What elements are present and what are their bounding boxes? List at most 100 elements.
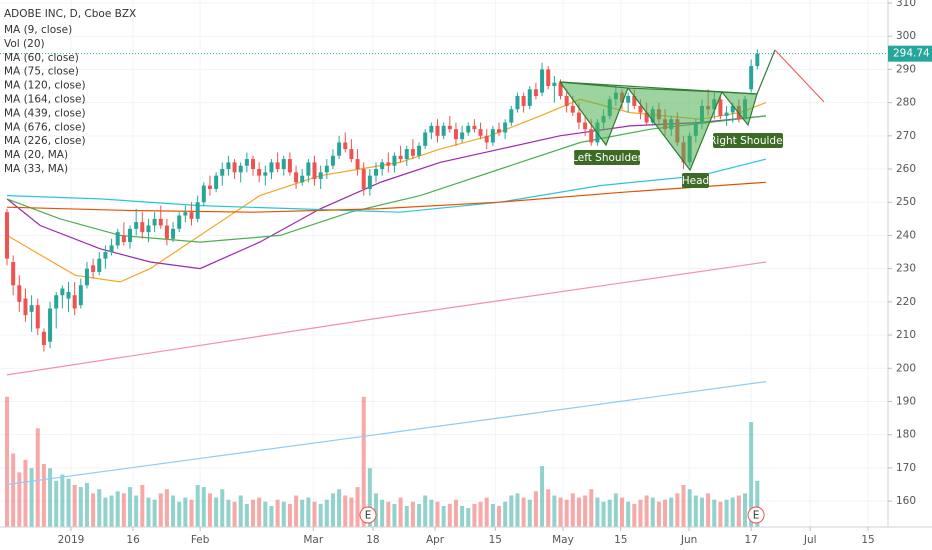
volume-bar: [644, 495, 649, 527]
candle-body: [29, 305, 34, 312]
volume-bar: [718, 501, 723, 527]
volume-bar: [11, 453, 16, 527]
volume-bar: [638, 499, 643, 527]
volume-bar: [669, 497, 674, 527]
volume-bar: [281, 501, 286, 527]
volume-bar: [214, 497, 219, 527]
volume-bar: [552, 495, 557, 527]
candle-body: [343, 142, 348, 150]
volume-bar: [251, 499, 256, 527]
candle-body: [324, 165, 329, 173]
volume-bar: [453, 499, 458, 527]
volume-bar: [478, 501, 483, 527]
candle-body: [558, 82, 563, 96]
volume-bar: [183, 497, 188, 527]
legend: ADOBE INC, D, Cboe BZX MA (9, close) Vol …: [4, 8, 136, 175]
pattern-drawing: Left Shoulder Head Right Shoulder: [558, 49, 825, 188]
volume-bar: [693, 495, 698, 527]
volume-bar: [128, 487, 133, 527]
candle-body: [447, 125, 452, 130]
y-tick-label: 170: [896, 462, 916, 474]
candle-body: [306, 162, 311, 176]
volume-bar: [398, 497, 403, 527]
candle-body: [472, 125, 477, 130]
candle-body: [294, 172, 299, 183]
volume-bar: [533, 491, 538, 527]
volume-bar: [576, 497, 581, 527]
candle-body: [121, 235, 126, 243]
moving-average: [6, 181, 766, 213]
candle-body: [97, 258, 102, 272]
chart-title: ADOBE INC, D, Cboe BZX: [4, 8, 136, 20]
volume-bar: [589, 489, 594, 527]
volume-bar: [318, 503, 323, 527]
volume-bar: [404, 506, 409, 527]
y-tick-label: 190: [896, 395, 916, 407]
candle-body: [533, 89, 538, 96]
candle-body: [546, 69, 551, 87]
candle-body: [214, 175, 219, 189]
volume-bar: [84, 482, 89, 527]
volume-bar: [687, 489, 692, 527]
candle-body: [478, 129, 483, 136]
head-shape: [626, 87, 723, 172]
volume-bar: [238, 495, 243, 527]
y-tick-label: 270: [896, 130, 916, 142]
volume-bar: [226, 499, 231, 527]
volume-bar: [509, 495, 514, 527]
candle-body: [429, 125, 434, 133]
volume-bar: [392, 503, 397, 527]
candle-body: [281, 159, 286, 170]
candle-body: [453, 129, 458, 140]
candle-body: [41, 331, 46, 346]
candle-body: [398, 155, 403, 160]
candle-body: [78, 285, 83, 306]
annotation: Head: [682, 175, 709, 187]
volume-bar: [349, 497, 354, 527]
candle-body: [527, 89, 532, 106]
volume-bar: [743, 493, 748, 527]
volume-bar: [460, 506, 465, 527]
volume-bar: [410, 501, 415, 527]
candle-body: [749, 66, 754, 90]
volume-bar: [546, 489, 551, 527]
volume-bar: [497, 506, 502, 527]
y-tick-label: 290: [896, 63, 916, 75]
candle-body: [638, 105, 643, 113]
candle-body: [417, 145, 422, 156]
volume-bar: [29, 468, 34, 527]
volume-bar: [558, 497, 563, 527]
volume-bar: [601, 501, 606, 527]
y-tick-label: 220: [896, 296, 916, 308]
candle-body: [287, 159, 292, 173]
volume-bar: [380, 499, 385, 527]
candle-body: [11, 262, 16, 286]
candle-body: [380, 162, 385, 170]
volume-bar: [109, 495, 114, 527]
volume-bar: [613, 493, 618, 527]
volume-bar: [367, 468, 372, 527]
candle-body: [755, 53, 760, 67]
volume-bar: [706, 493, 711, 527]
volume-bar: [275, 499, 280, 527]
candle-body: [576, 112, 581, 123]
candle-body: [312, 162, 317, 179]
candle-body: [521, 95, 526, 106]
indicator-label: MA (226, close): [4, 135, 86, 147]
earnings-label: E: [365, 510, 372, 522]
volume-bar: [712, 499, 717, 527]
volume-bar: [152, 499, 157, 527]
indicator-label: MA (676, close): [4, 121, 86, 133]
moving-average: [6, 115, 766, 270]
candle-body: [337, 142, 342, 156]
candle-body: [238, 165, 243, 173]
volume-bar: [41, 464, 46, 527]
candle-body: [564, 95, 569, 106]
volume-bar: [72, 485, 77, 527]
y-tick-label: 300: [896, 30, 916, 42]
indicator-label: MA (439, close): [4, 107, 86, 119]
candle-body: [466, 125, 471, 133]
y-tick-label: 180: [896, 429, 916, 441]
